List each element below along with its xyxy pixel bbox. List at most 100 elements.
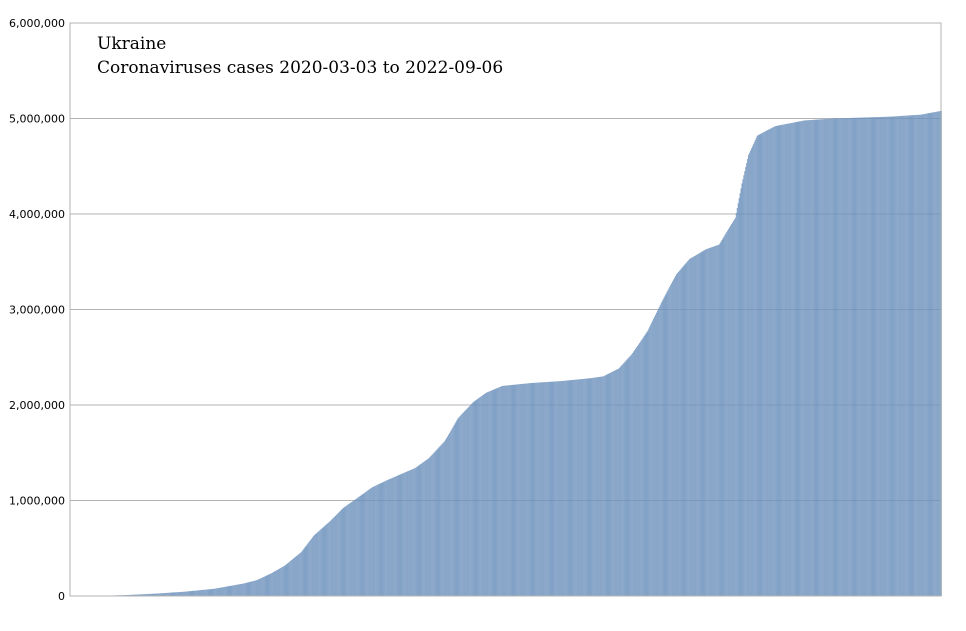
bar (405, 472, 407, 596)
bar (877, 117, 879, 596)
bar (267, 574, 269, 596)
bar (358, 496, 360, 596)
bar (306, 544, 308, 596)
bar (766, 130, 768, 596)
bar (885, 116, 887, 596)
bar (286, 563, 288, 596)
bar (457, 418, 459, 596)
bar (185, 591, 187, 596)
bar (326, 524, 328, 596)
bar (665, 293, 667, 596)
bar (860, 117, 862, 597)
bar (760, 133, 762, 596)
bar (297, 554, 299, 596)
bar (427, 459, 428, 596)
bar (385, 480, 387, 596)
bar (689, 258, 691, 596)
bar (260, 578, 262, 596)
bar (853, 117, 855, 596)
bar (295, 556, 296, 596)
bar (290, 560, 292, 596)
bar (248, 582, 250, 596)
bar (882, 116, 883, 596)
bar (934, 112, 936, 596)
bar (867, 117, 869, 596)
bar (870, 117, 872, 596)
bar (411, 469, 413, 596)
bar (699, 252, 701, 596)
bar (628, 357, 630, 596)
bar (475, 400, 477, 596)
bar (494, 389, 496, 596)
bar (740, 188, 742, 596)
bar (543, 382, 544, 596)
bar (230, 585, 232, 596)
bar (163, 593, 164, 596)
bar (805, 120, 806, 596)
bar (690, 258, 692, 596)
bar (718, 244, 720, 596)
bar (599, 376, 600, 596)
bar (292, 559, 294, 596)
bar (423, 461, 425, 596)
bar (735, 212, 737, 596)
bar (606, 374, 608, 596)
bar (772, 127, 774, 597)
bar (615, 370, 617, 596)
bar (819, 119, 821, 596)
bar (511, 384, 513, 596)
bar (567, 380, 569, 596)
bar (662, 299, 664, 596)
bar (130, 594, 132, 596)
bar (294, 557, 295, 596)
bar (883, 116, 884, 596)
bar (269, 573, 271, 596)
bar (480, 396, 482, 596)
bar (383, 481, 385, 596)
bar (833, 118, 835, 596)
bar (253, 580, 255, 596)
bar (776, 125, 778, 597)
bar (722, 238, 724, 596)
bar (878, 117, 880, 596)
bar (340, 510, 342, 596)
bar (135, 594, 137, 596)
bar (446, 438, 447, 596)
bar (739, 193, 741, 596)
bar (142, 594, 143, 596)
bar (202, 589, 204, 596)
bar (488, 391, 490, 596)
bar (368, 489, 370, 596)
bar (626, 359, 628, 596)
bar (817, 119, 819, 597)
bar (528, 383, 530, 596)
bar (520, 384, 522, 596)
bar (189, 591, 191, 596)
bar (518, 384, 520, 596)
bar (278, 569, 279, 596)
bar (622, 363, 624, 596)
bar (394, 476, 396, 597)
bar (204, 589, 206, 596)
bar (605, 374, 607, 596)
bar (554, 381, 556, 596)
bar (451, 428, 453, 596)
bar (762, 132, 764, 597)
bar (246, 582, 248, 596)
bar (562, 380, 564, 596)
bar (452, 426, 454, 596)
bar (694, 256, 695, 596)
bar (832, 118, 834, 596)
bar (691, 257, 692, 596)
bar (850, 117, 852, 596)
bar (619, 366, 621, 596)
bar (732, 220, 734, 596)
bar (921, 114, 922, 596)
bar (888, 116, 890, 597)
bar (727, 230, 729, 596)
bar (815, 119, 817, 597)
bar (336, 513, 338, 596)
bar (781, 124, 783, 596)
bar (317, 531, 319, 596)
